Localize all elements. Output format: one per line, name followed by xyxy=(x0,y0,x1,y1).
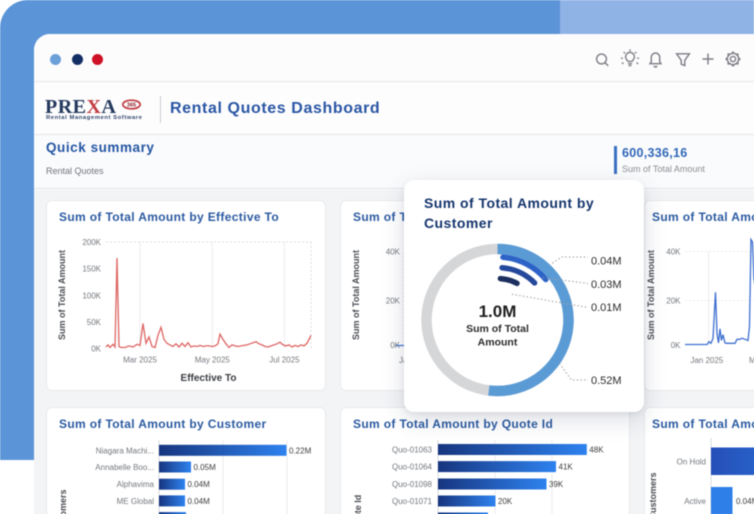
svg-text:Mar 2: Mar 2 xyxy=(749,356,754,365)
svg-text:20K: 20K xyxy=(666,297,681,306)
svg-text:On Hold: On Hold xyxy=(677,457,706,466)
svg-text:20K: 20K xyxy=(386,297,401,306)
svg-text:Quo-01064: Quo-01064 xyxy=(392,463,433,472)
svg-text:0.05M: 0.05M xyxy=(194,463,217,472)
svg-text:41K: 41K xyxy=(559,463,574,472)
svg-text:Niagara Machi...: Niagara Machi... xyxy=(96,446,154,455)
svg-text:100K: 100K xyxy=(82,291,101,300)
svg-text:0.04M: 0.04M xyxy=(736,497,754,506)
svg-text:50K: 50K xyxy=(87,318,102,327)
svg-text:0K: 0K xyxy=(671,341,681,350)
svg-text:Mar 2025: Mar 2025 xyxy=(123,356,157,365)
svg-text:0.52M: 0.52M xyxy=(591,375,622,387)
svg-text:Customers: Customers xyxy=(648,472,658,514)
svg-text:Jan 2025: Jan 2025 xyxy=(690,356,723,365)
svg-text:0.01M: 0.01M xyxy=(591,302,622,314)
svg-text:Alphavima: Alphavima xyxy=(117,480,155,489)
svg-text:May 2025: May 2025 xyxy=(195,356,231,365)
svg-text:1.0M: 1.0M xyxy=(479,302,517,321)
svg-text:20K: 20K xyxy=(498,497,513,506)
svg-text:0.04M: 0.04M xyxy=(188,480,211,489)
svg-text:Annabelle Boo...: Annabelle Boo... xyxy=(95,463,154,472)
svg-text:0.03M: 0.03M xyxy=(591,279,622,291)
svg-text:0K: 0K xyxy=(390,341,400,350)
svg-text:Customers: Customers xyxy=(58,489,68,514)
svg-text:Quo-01098: Quo-01098 xyxy=(392,480,433,489)
svg-text:0.04M: 0.04M xyxy=(188,497,211,506)
svg-text:40K: 40K xyxy=(666,248,681,257)
svg-text:150K: 150K xyxy=(82,265,101,274)
svg-text:Amount: Amount xyxy=(478,337,518,349)
svg-text:Sum of Total Amount: Sum of Total Amount xyxy=(646,250,656,340)
svg-text:0K: 0K xyxy=(91,345,101,354)
svg-text:0.04M: 0.04M xyxy=(591,256,622,268)
svg-text:Sum of Total: Sum of Total xyxy=(466,323,529,335)
svg-text:365: 365 xyxy=(127,102,136,108)
svg-text:Sum of Total Amount: Sum of Total Amount xyxy=(57,250,67,340)
svg-text:Effective To: Effective To xyxy=(181,373,237,384)
svg-text:Jul 2025: Jul 2025 xyxy=(269,356,300,365)
svg-text:Quo-01063: Quo-01063 xyxy=(392,446,433,455)
svg-text:40K: 40K xyxy=(386,248,401,257)
svg-text:Quote Id: Quote Id xyxy=(353,495,363,514)
svg-text:Active: Active xyxy=(684,497,706,506)
svg-text:Ja: Ja xyxy=(399,356,408,365)
svg-text:48K: 48K xyxy=(589,446,604,455)
svg-text:Quo-01071: Quo-01071 xyxy=(392,497,433,506)
svg-text:Sum of Total Amount: Sum of Total Amount xyxy=(351,250,361,340)
svg-text:200K: 200K xyxy=(82,238,101,247)
svg-text:39K: 39K xyxy=(549,480,564,489)
svg-text:ME Global: ME Global xyxy=(117,497,155,506)
svg-text:0.22M: 0.22M xyxy=(289,446,312,455)
